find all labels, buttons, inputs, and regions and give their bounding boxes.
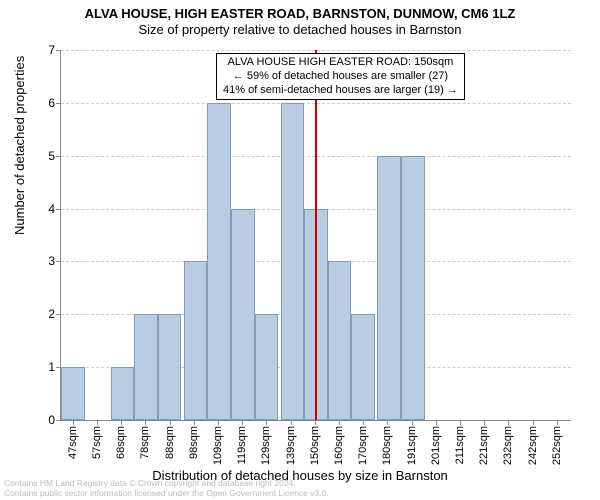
y-tick-mark <box>56 50 61 51</box>
x-tick-label: 201sqm <box>430 426 442 465</box>
x-tick-mark <box>121 420 122 425</box>
x-tick-mark <box>387 420 388 425</box>
y-tick-label: 0 <box>48 413 55 427</box>
x-tick-label: 78sqm <box>139 426 151 459</box>
x-tick-label: 242sqm <box>527 426 539 465</box>
y-tick-mark <box>56 420 61 421</box>
x-tick-label: 160sqm <box>333 426 345 465</box>
x-tick-label: 119sqm <box>236 426 248 464</box>
bar <box>61 367 85 420</box>
bar <box>134 314 158 420</box>
y-tick-mark <box>56 209 61 210</box>
x-tick-mark <box>218 420 219 425</box>
info-line-1: ALVA HOUSE HIGH EASTER ROAD: 150sqm <box>223 56 458 70</box>
x-tick-mark <box>73 420 74 425</box>
x-tick-mark <box>363 420 364 425</box>
title-main: ALVA HOUSE, HIGH EASTER ROAD, BARNSTON, … <box>0 0 600 21</box>
x-tick-mark <box>339 420 340 425</box>
bar <box>328 261 352 420</box>
x-tick-mark <box>533 420 534 425</box>
y-axis-label: Number of detached properties <box>12 56 27 235</box>
x-tick-label: 211sqm <box>454 426 466 464</box>
x-tick-mark <box>508 420 509 425</box>
x-tick-label: 191sqm <box>406 426 418 465</box>
x-tick-mark <box>315 420 316 425</box>
x-tick-label: 68sqm <box>115 426 127 459</box>
x-tick-label: 232sqm <box>502 426 514 465</box>
x-tick-label: 180sqm <box>381 426 393 465</box>
y-tick-label: 3 <box>48 254 55 268</box>
y-tick-label: 7 <box>48 43 55 57</box>
bar <box>281 103 305 420</box>
y-tick-mark <box>56 261 61 262</box>
x-tick-mark <box>557 420 558 425</box>
bar <box>377 156 401 420</box>
x-tick-mark <box>194 420 195 425</box>
y-tick-mark <box>56 103 61 104</box>
x-tick-label: 139sqm <box>285 426 297 465</box>
info-box: ALVA HOUSE HIGH EASTER ROAD: 150sqm ← 59… <box>216 53 465 100</box>
x-tick-mark <box>266 420 267 425</box>
x-tick-mark <box>242 420 243 425</box>
y-tick-label: 2 <box>48 307 55 321</box>
x-tick-label: 109sqm <box>212 426 224 465</box>
x-tick-label: 150sqm <box>309 426 321 465</box>
bar <box>255 314 279 420</box>
x-tick-label: 57sqm <box>91 426 103 459</box>
y-tick-label: 4 <box>48 202 55 216</box>
y-tick-label: 5 <box>48 149 55 163</box>
x-tick-mark <box>145 420 146 425</box>
bar <box>158 314 182 420</box>
title-sub: Size of property relative to detached ho… <box>0 21 600 37</box>
info-line-2: ← 59% of detached houses are smaller (27… <box>223 70 458 84</box>
marker-line <box>315 50 317 420</box>
y-tick-label: 1 <box>48 360 55 374</box>
bar <box>231 209 255 420</box>
bar <box>111 367 135 420</box>
x-tick-label: 252sqm <box>551 426 563 465</box>
y-tick-mark <box>56 156 61 157</box>
x-tick-label: 88sqm <box>164 426 176 459</box>
x-tick-mark <box>97 420 98 425</box>
info-line-3: 41% of semi-detached houses are larger (… <box>223 84 458 98</box>
bar <box>351 314 375 420</box>
bar <box>207 103 231 420</box>
footer: Contains HM Land Registry data © Crown c… <box>4 479 329 498</box>
y-tick-label: 6 <box>48 96 55 110</box>
bar <box>401 156 425 420</box>
bar <box>184 261 208 420</box>
x-tick-label: 129sqm <box>260 426 272 465</box>
x-tick-label: 170sqm <box>357 426 369 465</box>
footer-line-2: Contains public sector information licen… <box>4 489 329 498</box>
chart-area: 0123456747sqm57sqm68sqm78sqm88sqm98sqm10… <box>60 50 571 421</box>
x-tick-mark <box>412 420 413 425</box>
x-tick-label: 221sqm <box>478 426 490 465</box>
x-tick-label: 47sqm <box>67 426 79 459</box>
x-tick-mark <box>170 420 171 425</box>
x-tick-mark <box>484 420 485 425</box>
x-tick-mark <box>460 420 461 425</box>
x-tick-mark <box>291 420 292 425</box>
y-tick-mark <box>56 314 61 315</box>
x-tick-mark <box>436 420 437 425</box>
x-tick-label: 98sqm <box>188 426 200 459</box>
